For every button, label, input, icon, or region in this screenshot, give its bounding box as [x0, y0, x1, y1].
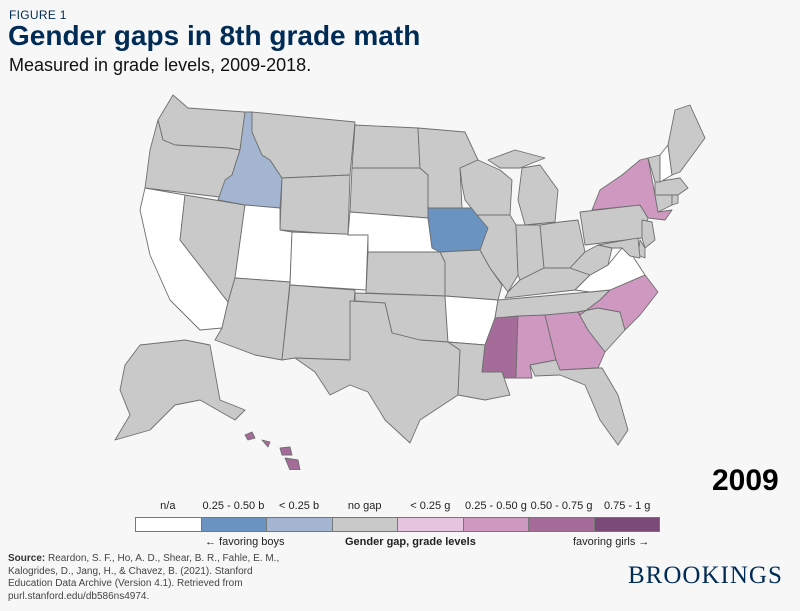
state-CO: [289, 231, 369, 291]
state-ND: [351, 124, 421, 169]
legend-swatch: [529, 518, 595, 531]
legend-favoring-boys: ← favoring boys: [205, 536, 285, 548]
state-MA: [654, 177, 689, 196]
source-note: Source: Reardon, S. F., Ho, A. D., Shear…: [8, 553, 298, 603]
state-WA: [157, 94, 246, 151]
state-KS: [365, 251, 446, 297]
legend-label: < 0.25 g: [410, 500, 451, 512]
legend-swatch: [594, 518, 659, 531]
state-ME: [667, 104, 706, 176]
chart-title: Gender gaps in 8th grade math: [8, 20, 421, 51]
state-HI: [244, 431, 301, 470]
legend-label: 0.25 - 0.50 g: [465, 500, 527, 512]
state-MD: [597, 237, 641, 259]
legend-label: < 0.25 b: [279, 500, 320, 512]
legend-swatch: [136, 518, 202, 531]
source-label: Source:: [8, 553, 46, 564]
legend-swatch: [332, 518, 398, 531]
legend-swatch: [463, 518, 529, 531]
legend-favoring-girls: favoring girls →: [573, 536, 650, 548]
legend-labels: n/a 0.25 - 0.50 b < 0.25 b no gap < 0.25 g 0.…: [135, 500, 660, 514]
state-WY: [279, 174, 351, 236]
state-TX: [294, 300, 461, 444]
legend-label: n/a: [160, 500, 176, 512]
map-legend: n/a 0.25 - 0.50 b < 0.25 b no gap < 0.25 g 0.…: [135, 500, 660, 552]
legend-label: 0.75 - 1 g: [603, 500, 651, 512]
state-MI: [487, 149, 559, 226]
legend-swatch: [398, 518, 464, 531]
legend-swatch: [201, 518, 267, 531]
legend-axis: ← favoring boys Gender gap, grade levels…: [135, 536, 660, 552]
legend-label: 0.25 - 0.50 b: [202, 500, 265, 512]
state-RI: [671, 194, 679, 206]
state-NC: [577, 274, 659, 331]
legend-swatches: [135, 517, 660, 532]
state-AK: [114, 339, 246, 441]
year-label: 2009: [712, 464, 779, 497]
source-text: Reardon, S. F., Ho, A. D., Shear, B. R.,…: [8, 553, 280, 602]
state-SD: [349, 167, 429, 219]
state-NJ: [641, 219, 656, 249]
state-FL: [529, 359, 629, 446]
legend-label: no gap: [347, 500, 382, 512]
state-CT: [654, 194, 673, 213]
chart-subtitle: Measured in grade levels, 2009-2018.: [9, 55, 312, 75]
legend-title: Gender gap, grade levels: [345, 536, 476, 548]
brookings-logo: BROOKINGS: [628, 562, 783, 589]
figure-label: FIGURE 1: [9, 8, 67, 22]
state-NM: [281, 284, 356, 361]
legend-label: 0.50 - 0.75 g: [530, 500, 593, 512]
us-choropleth-map: [114, 94, 706, 470]
legend-swatch: [267, 518, 333, 531]
